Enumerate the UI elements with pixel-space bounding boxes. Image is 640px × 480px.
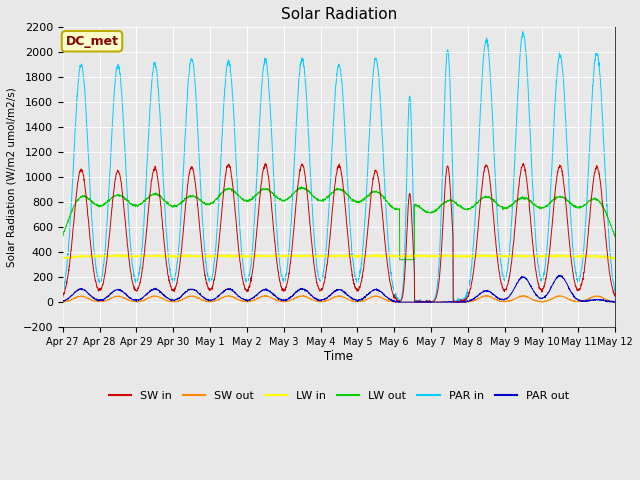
X-axis label: Time: Time [324,349,353,362]
Title: Solar Radiation: Solar Radiation [281,7,397,22]
Text: DC_met: DC_met [65,35,118,48]
Legend: SW in, SW out, LW in, LW out, PAR in, PAR out: SW in, SW out, LW in, LW out, PAR in, PA… [104,386,573,406]
Y-axis label: Solar Radiation (W/m2 umol/m2/s): Solar Radiation (W/m2 umol/m2/s) [7,87,17,267]
